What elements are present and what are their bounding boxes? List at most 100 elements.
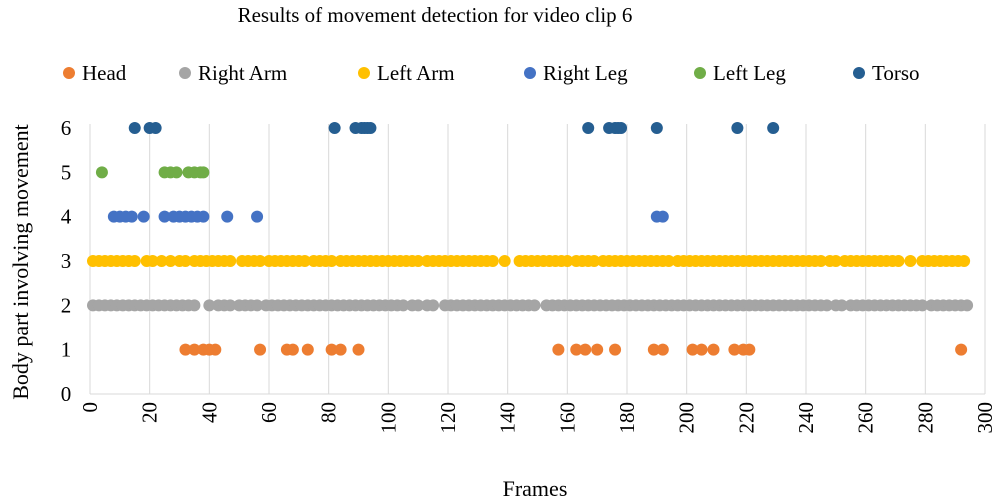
- data-point: [125, 210, 138, 223]
- chart-title: Results of movement detection for video …: [238, 3, 633, 27]
- data-point: [158, 210, 171, 223]
- series-2: [86, 255, 971, 267]
- data-point: [146, 255, 159, 267]
- data-point: [695, 343, 708, 356]
- data-point: [128, 255, 141, 267]
- data-point: [961, 299, 974, 312]
- data-point: [325, 255, 338, 267]
- data-point: [561, 255, 574, 267]
- data-point: [251, 210, 264, 223]
- y-tick-label: 3: [61, 249, 72, 273]
- x-tick-label: 180: [615, 402, 639, 434]
- y-tick-label: 4: [61, 205, 72, 229]
- data-point: [814, 255, 827, 267]
- data-point: [364, 122, 377, 134]
- data-point: [254, 255, 267, 267]
- x-tick-label: 120: [436, 402, 460, 434]
- x-tick-label: 0: [78, 402, 102, 413]
- legend-label: Torso: [872, 61, 920, 85]
- data-point: [427, 299, 440, 312]
- data-point: [412, 299, 425, 312]
- data-point: [179, 343, 192, 356]
- y-axis-ticks: 0 1 2 3 4 5 6: [61, 116, 72, 406]
- data-point: [582, 122, 595, 134]
- data-point: [149, 122, 162, 134]
- data-point: [767, 122, 780, 134]
- data-point: [137, 210, 150, 223]
- data-point: [656, 343, 669, 356]
- data-point: [579, 343, 592, 356]
- data-point: [179, 255, 192, 267]
- series-4: [95, 166, 210, 179]
- x-tick-label: 300: [973, 402, 997, 434]
- y-tick-label: 2: [61, 293, 72, 317]
- data-point: [155, 255, 168, 267]
- legend-label: Right Arm: [198, 61, 287, 85]
- data-point: [615, 122, 628, 134]
- data-point: [286, 343, 299, 356]
- data-points: [86, 122, 974, 356]
- data-point: [203, 299, 216, 312]
- x-tick-label: 260: [854, 402, 878, 434]
- data-point: [570, 343, 583, 356]
- data-point: [352, 343, 365, 356]
- data-point: [955, 343, 968, 356]
- data-point: [298, 255, 311, 267]
- legend-marker: [179, 67, 191, 79]
- legend-marker: [63, 67, 75, 79]
- x-axis-ticks: 0 20 40 60 80 100 120 140 160 180 200 220 240 260 280 3…: [78, 402, 997, 434]
- data-point: [707, 343, 720, 356]
- data-point: [662, 255, 675, 267]
- data-point: [197, 210, 210, 223]
- data-point: [486, 255, 499, 267]
- data-point: [650, 122, 663, 134]
- data-point: [128, 122, 141, 134]
- data-point: [412, 255, 425, 267]
- data-point: [958, 255, 971, 267]
- data-point: [188, 343, 201, 356]
- legend-marker: [853, 67, 865, 79]
- data-point: [328, 122, 341, 134]
- series-3: [107, 210, 669, 223]
- x-tick-label: 80: [317, 402, 341, 423]
- data-point: [254, 343, 267, 356]
- data-point: [892, 255, 905, 267]
- y-tick-label: 6: [61, 116, 72, 140]
- series-5: [128, 122, 780, 134]
- data-point: [743, 343, 756, 356]
- data-point: [397, 299, 410, 312]
- series-1: [86, 299, 974, 312]
- y-tick-label: 1: [61, 338, 72, 362]
- legend-marker: [358, 67, 370, 79]
- data-point: [301, 343, 314, 356]
- data-point: [170, 166, 183, 179]
- data-point: [647, 343, 660, 356]
- data-point: [904, 255, 917, 267]
- x-tick-label: 100: [376, 402, 400, 434]
- data-point: [609, 343, 622, 356]
- data-point: [224, 299, 237, 312]
- data-point: [588, 255, 601, 267]
- data-point: [197, 166, 210, 179]
- legend-marker: [524, 67, 536, 79]
- legend-label: Right Leg: [543, 61, 628, 85]
- x-tick-label: 60: [257, 402, 281, 423]
- legend-label: Head: [82, 61, 127, 85]
- data-point: [188, 299, 201, 312]
- data-point: [916, 299, 929, 312]
- y-tick-label: 0: [61, 382, 72, 406]
- data-point: [728, 343, 741, 356]
- data-point: [731, 122, 744, 134]
- data-point: [325, 343, 338, 356]
- legend-marker: [694, 67, 706, 79]
- data-point: [656, 210, 669, 223]
- legend: Head Right Arm Left Arm Right Leg Left Leg To…: [63, 61, 920, 85]
- data-point: [591, 343, 604, 356]
- x-tick-label: 20: [138, 402, 162, 423]
- data-point: [209, 343, 222, 356]
- legend-label: Left Leg: [713, 61, 786, 85]
- x-tick-label: 280: [913, 402, 937, 434]
- data-point: [686, 343, 699, 356]
- legend-label: Left Arm: [377, 61, 455, 85]
